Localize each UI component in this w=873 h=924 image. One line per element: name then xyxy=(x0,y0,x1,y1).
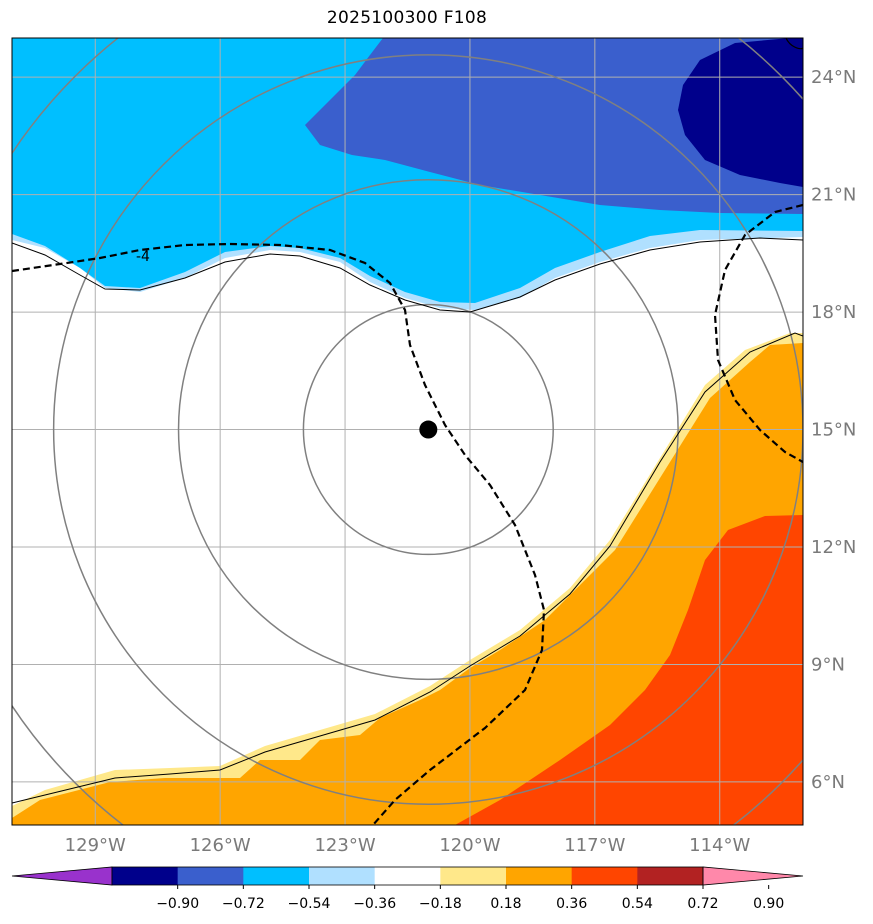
colorbar-segment-1 xyxy=(177,867,244,885)
lon-label-4: 117°W xyxy=(564,835,625,856)
colorbar-label-2: −0.54 xyxy=(288,896,331,912)
colorbar-label-4: −0.18 xyxy=(419,896,462,912)
lon-label-5: 114°W xyxy=(689,835,750,856)
colorbar-extend-low xyxy=(11,866,113,886)
range-ring-0 xyxy=(302,303,554,556)
navy-region xyxy=(678,38,803,187)
lat-label-6: 24°N xyxy=(811,67,856,88)
orange-region xyxy=(12,343,803,825)
storm-center-marker xyxy=(419,420,438,439)
colorbar-label-1: −0.72 xyxy=(222,896,265,912)
colorbar-segment-4 xyxy=(374,867,441,885)
colorbar-label-0: −0.90 xyxy=(156,896,199,912)
colorbar-segment-2 xyxy=(243,867,310,885)
colorbar-label-7: 0.54 xyxy=(622,896,653,912)
colorbar-segment-7 xyxy=(571,867,638,885)
lat-label-2: 12°N xyxy=(811,537,856,558)
colorbar-segment-8 xyxy=(637,867,704,885)
colorbar-segment-0 xyxy=(112,867,179,885)
lon-label-1: 126°W xyxy=(190,835,251,856)
colorbar-label-3: −0.36 xyxy=(353,896,396,912)
range-ring-2 xyxy=(52,54,803,805)
colorbar-outline xyxy=(111,866,704,886)
graticule xyxy=(12,38,803,825)
map-title: 2025100300 F108 xyxy=(326,8,488,28)
lon-label-0: 129°W xyxy=(65,835,126,856)
colorbar-segment-5 xyxy=(440,867,507,885)
range-ring-1 xyxy=(177,179,679,681)
lon-label-2: 123°W xyxy=(314,835,375,856)
colorbar-segment-6 xyxy=(506,867,573,885)
colorbar-extend-high xyxy=(702,866,804,886)
zero-contour-corner xyxy=(785,38,803,50)
longitude-labels: 129°W 126°W 123°W 120°W 117°W 114°W xyxy=(65,835,751,856)
lat-label-0: 6°N xyxy=(811,772,845,793)
lat-label-4: 18°N xyxy=(811,302,856,323)
colorbar-label-9: 0.90 xyxy=(753,896,784,912)
latitude-labels: 6°N 9°N 12°N 15°N 18°N 21°N 24°N xyxy=(811,67,856,793)
lon-label-3: 120°W xyxy=(439,835,500,856)
lat-label-3: 15°N xyxy=(811,420,856,441)
lat-label-5: 21°N xyxy=(811,185,856,206)
colorbar-label-6: 0.36 xyxy=(556,896,587,912)
royal-blue-region xyxy=(305,38,803,214)
zero-contour-north xyxy=(12,237,803,313)
colorbar-segment-3 xyxy=(309,867,376,885)
zero-contour-south xyxy=(12,332,803,804)
colorbar: −0.90 −0.72 −0.54 −0.36 −0.18 0.18 0.36 0.54 0.7… xyxy=(11,866,804,912)
lat-label-1: 9°N xyxy=(811,654,845,675)
red-orange-region xyxy=(455,515,803,825)
contour-label: -4 xyxy=(136,249,150,265)
colorbar-label-8: 0.72 xyxy=(687,896,718,912)
dashed-contour-west xyxy=(12,242,546,825)
dashed-contour-east xyxy=(713,203,803,463)
colorbar-label-5: 0.18 xyxy=(490,896,521,912)
map-frame xyxy=(11,37,804,826)
